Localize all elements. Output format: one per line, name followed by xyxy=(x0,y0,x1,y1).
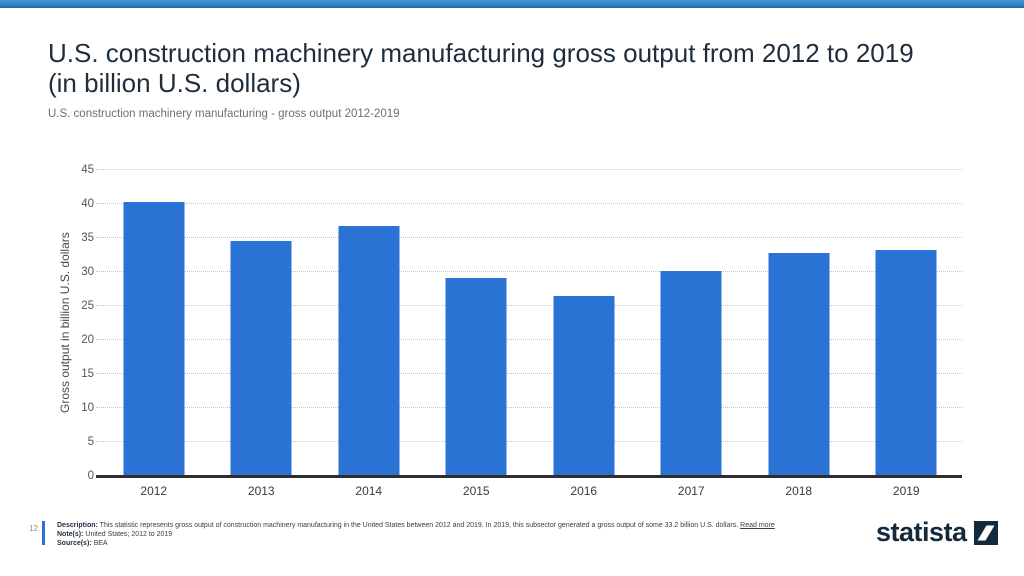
y-tick-label-0: 0 xyxy=(87,470,94,482)
gridline-35 xyxy=(96,237,962,238)
bar-chart-plot-area xyxy=(96,169,962,476)
y-tick-label-20: 20 xyxy=(81,334,94,347)
gridline-20 xyxy=(96,339,962,341)
gridline-5 xyxy=(96,441,962,443)
x-tick-label-2016: 2016 xyxy=(570,484,598,498)
x-tick-label-2014: 2014 xyxy=(355,484,383,498)
footer-accent-bar xyxy=(42,521,45,545)
description-line: Description: This statistic represents g… xyxy=(57,522,807,531)
y-tick-label-40: 40 xyxy=(81,198,94,211)
bar-2015 xyxy=(445,278,507,476)
y-tick-label-5: 5 xyxy=(87,436,94,449)
source-text: BEA xyxy=(93,539,108,547)
x-tick-label-2017: 2017 xyxy=(677,484,705,498)
bar-slot-2013 xyxy=(208,170,316,476)
x-axis-line xyxy=(96,475,962,478)
statista-logo: statista xyxy=(876,517,998,548)
y-tick-label-45: 45 xyxy=(81,164,94,176)
y-tick-label-15: 15 xyxy=(81,368,94,381)
bar-2014 xyxy=(338,225,400,476)
bar-slot-2018 xyxy=(745,170,853,476)
source-line: Source(s): BEA xyxy=(57,540,807,549)
bar-slot-2019 xyxy=(853,170,961,476)
bar-2013 xyxy=(230,241,292,476)
gridline-30 xyxy=(96,271,962,272)
statista-logo-icon xyxy=(973,520,998,545)
description-text: This statistic represents gross output o… xyxy=(99,522,739,529)
gridline-40 xyxy=(96,203,962,205)
bar-2016 xyxy=(553,295,615,476)
bar-2012 xyxy=(123,201,185,476)
y-tick-label-25: 25 xyxy=(81,300,94,312)
gridline-45 xyxy=(96,169,962,170)
note-label: Note(s): xyxy=(57,530,84,538)
x-tick-label-2019: 2019 xyxy=(892,484,920,498)
top-accent-strip xyxy=(0,0,1024,8)
page-subtitle: U.S. construction machinery manufacturin… xyxy=(48,108,400,120)
note-text: United States; 2012 to 2019 xyxy=(85,530,173,538)
source-label: Source(s): xyxy=(57,539,92,547)
gridline-10 xyxy=(96,407,962,409)
statista-wordmark: statista xyxy=(876,517,967,547)
y-tick-label-30: 30 xyxy=(81,266,94,279)
description-label: Description: xyxy=(57,522,98,529)
y-axis-tick-labels: 0 5 10 15 20 25 30 35 40 45 xyxy=(70,164,94,482)
bar-2017 xyxy=(660,271,722,476)
note-line: Note(s): United States; 2012 to 2019 xyxy=(57,531,807,540)
x-tick-label-2012: 2012 xyxy=(140,484,168,498)
page-number: 12 xyxy=(29,524,38,533)
y-tick-label-35: 35 xyxy=(81,232,94,244)
x-axis-tick-labels: 2012 2013 2014 2015 2016 2017 2018 2019 xyxy=(100,484,960,498)
bar-slot-2015 xyxy=(423,170,531,476)
page-title: U.S. construction machinery manufacturin… xyxy=(48,38,914,98)
x-tick-label-2013: 2013 xyxy=(247,484,275,498)
bar-slot-2014 xyxy=(315,170,423,476)
x-tick-label-2018: 2018 xyxy=(785,484,813,498)
footer-text-block: Description: This statistic represents g… xyxy=(57,522,807,548)
bar-slot-2017 xyxy=(638,170,746,476)
bar-2019 xyxy=(875,250,937,476)
gridline-25 xyxy=(96,305,962,306)
gridline-15 xyxy=(96,373,962,374)
x-tick-label-2015: 2015 xyxy=(462,484,490,498)
y-tick-label-10: 10 xyxy=(81,402,94,415)
bar-slot-2016 xyxy=(530,170,638,476)
read-more-link[interactable]: Read more xyxy=(740,522,775,529)
bar-2018 xyxy=(768,252,830,476)
bar-slot-2012 xyxy=(100,170,208,476)
